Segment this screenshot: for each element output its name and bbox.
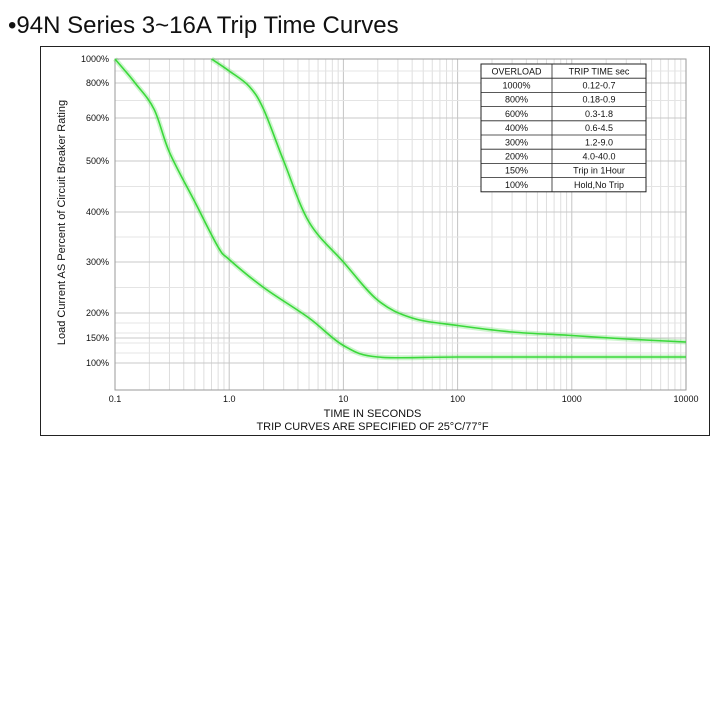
chart-frame: 1000% 800% 600% 500% 400% 300% 200% 150% 100% 0.…: [40, 46, 710, 436]
page-title: •94N Series 3~16A Trip Time Curves: [8, 12, 399, 39]
table-cell: 200%: [505, 152, 528, 162]
table-header-cell: TRIP TIME sec: [569, 66, 630, 76]
trip-time-chart: 1000% 800% 600% 500% 400% 300% 200% 150% 100% 0.…: [56, 54, 699, 433]
table-cell: 600%: [505, 109, 528, 119]
y-tick-label: 300%: [86, 257, 109, 267]
trip-curve-min: [114, 58, 686, 359]
table-cell: 400%: [505, 123, 528, 133]
x-tick-label: 1000: [562, 394, 582, 404]
y-tick-label: 150%: [86, 333, 109, 343]
grid: [114, 58, 686, 390]
table-cell: 0.6-4.5: [585, 123, 613, 133]
x-tick-label: 1.0: [223, 394, 236, 404]
table-cell: 100%: [505, 180, 528, 190]
table-cell: 4.0-40.0: [582, 152, 615, 162]
table-cell: 0.12-0.7: [582, 81, 615, 91]
x-axis-label: TIME IN SECONDS: [324, 408, 422, 420]
table-cell: 1.2-9.0: [585, 137, 613, 147]
x-axis-note: TRIP CURVES ARE SPECIFIED OF 25°C/77°F: [256, 421, 488, 433]
table-cell: Trip in 1Hour: [573, 166, 625, 176]
table-cell: Hold,No Trip: [574, 180, 624, 190]
x-axis-ticks: 0.1 1.0 10 100 1000 10000: [109, 394, 699, 404]
table-cell: 0.18-0.9: [582, 95, 615, 105]
trip-curves: [113, 56, 687, 361]
plot-area-border: [114, 58, 687, 391]
y-tick-label: 200%: [86, 308, 109, 318]
table-cell: 800%: [505, 95, 528, 105]
x-tick-label: 10: [338, 394, 348, 404]
table-border: [480, 63, 647, 193]
table-cell: 0.3-1.8: [585, 109, 613, 119]
x-tick-label: 0.1: [109, 394, 122, 404]
table-cell: 1000%: [502, 81, 530, 91]
y-tick-label: 400%: [86, 207, 109, 217]
y-tick-label: 800%: [86, 78, 109, 88]
overload-trip-time-table: OVERLOAD TRIP TIME sec 1000% 0.12-0.7 800% 0.…: [480, 63, 647, 193]
table-header-cell: OVERLOAD: [491, 66, 542, 76]
x-tick-label: 100: [450, 394, 465, 404]
y-tick-label: 500%: [86, 156, 109, 166]
trip-curve-max: [211, 58, 687, 343]
y-tick-label: 100%: [86, 358, 109, 368]
y-axis-label: Load Current AS Percent of Circuit Break…: [56, 100, 68, 345]
y-tick-label: 1000%: [81, 54, 109, 64]
table-cell: 300%: [505, 137, 528, 147]
y-axis-ticks: 1000% 800% 600% 500% 400% 300% 200% 150% 100%: [81, 54, 109, 368]
y-tick-label: 600%: [86, 113, 109, 123]
table-cell: 150%: [505, 166, 528, 176]
x-tick-label: 10000: [673, 394, 698, 404]
